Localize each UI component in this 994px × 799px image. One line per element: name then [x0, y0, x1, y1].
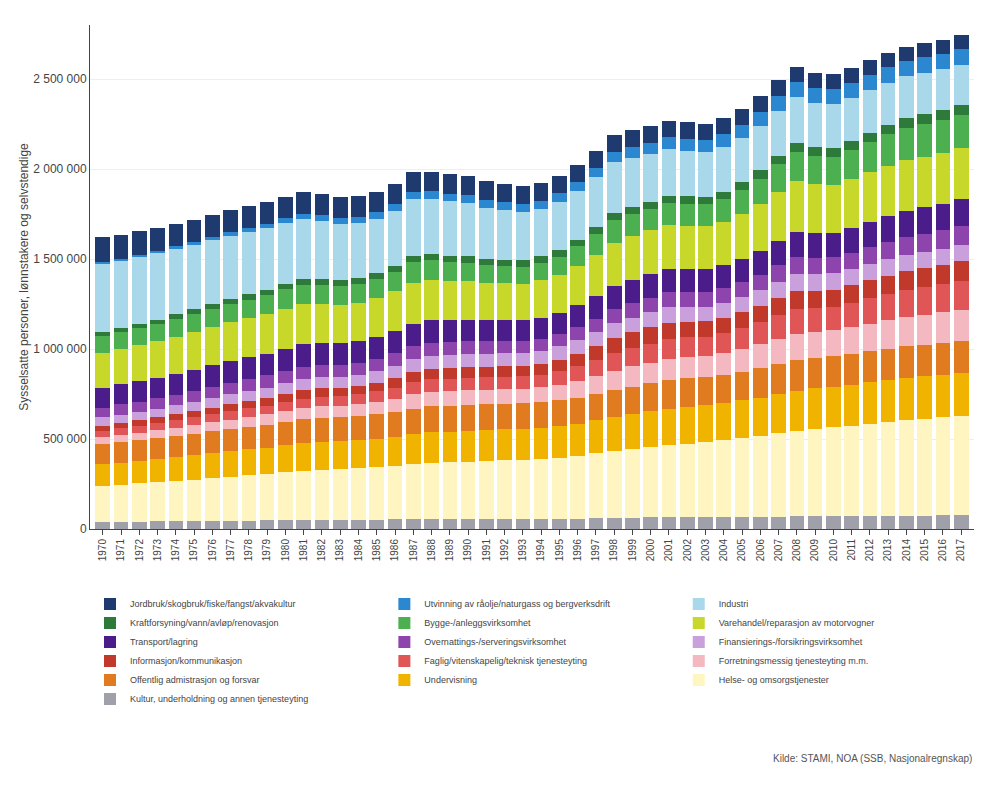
svg-text:Overnattings-/serveringsvirkso: Overnattings-/serveringsvirksomhet — [424, 637, 566, 647]
svg-text:1988: 1988 — [426, 539, 437, 562]
svg-text:1976: 1976 — [207, 539, 218, 562]
svg-text:2006: 2006 — [755, 539, 766, 562]
svg-text:1994: 1994 — [535, 539, 546, 562]
svg-text:Sysselsatte personer, lønnstak: Sysselsatte personer, lønnstakere og sel… — [17, 143, 31, 411]
svg-text:Finansierings-/forsikringsvirk: Finansierings-/forsikringsvirksomhet — [719, 637, 863, 647]
svg-text:2 000 000: 2 000 000 — [33, 162, 87, 176]
svg-text:1995: 1995 — [554, 539, 565, 562]
svg-text:Kilde: STAMI, NOA (SSB, Nasjon: Kilde: STAMI, NOA (SSB, Nasjonalregnskap… — [773, 753, 972, 764]
svg-text:1993: 1993 — [517, 539, 528, 562]
svg-text:1999: 1999 — [627, 539, 638, 562]
svg-text:1984: 1984 — [353, 539, 364, 562]
svg-text:Kultur, underholdning og annen: Kultur, underholdning og annen tjenestey… — [130, 694, 308, 704]
svg-text:2008: 2008 — [791, 539, 802, 562]
svg-text:1981: 1981 — [298, 539, 309, 562]
svg-text:1982: 1982 — [316, 539, 327, 562]
svg-text:1 000 000: 1 000 000 — [33, 342, 87, 356]
svg-text:Utvinning av råolje/naturgass: Utvinning av råolje/naturgass og bergver… — [424, 599, 610, 609]
svg-text:2005: 2005 — [736, 539, 747, 562]
svg-text:0: 0 — [80, 522, 87, 536]
svg-text:Undervisning: Undervisning — [424, 675, 477, 685]
svg-text:1973: 1973 — [152, 539, 163, 562]
svg-text:1 500 000: 1 500 000 — [33, 252, 87, 266]
svg-text:1970: 1970 — [97, 539, 108, 562]
svg-text:1983: 1983 — [334, 539, 345, 562]
svg-text:1989: 1989 — [444, 539, 455, 562]
svg-text:1985: 1985 — [371, 539, 382, 562]
svg-text:1980: 1980 — [280, 539, 291, 562]
svg-text:500 000: 500 000 — [43, 432, 87, 446]
svg-text:2015: 2015 — [919, 539, 930, 562]
svg-text:2003: 2003 — [700, 539, 711, 562]
svg-text:2010: 2010 — [828, 539, 839, 562]
svg-text:2000: 2000 — [645, 539, 656, 562]
svg-text:2014: 2014 — [901, 539, 912, 562]
svg-text:Helse- og omsorgstjenester: Helse- og omsorgstjenester — [719, 675, 829, 685]
svg-text:1996: 1996 — [572, 539, 583, 562]
svg-text:2013: 2013 — [882, 539, 893, 562]
svg-text:Industri: Industri — [719, 599, 749, 609]
svg-text:1979: 1979 — [261, 539, 272, 562]
svg-text:1986: 1986 — [389, 539, 400, 562]
svg-text:Jordbruk/skogbruk/fiske/fangst: Jordbruk/skogbruk/fiske/fangst/akvakultu… — [130, 599, 296, 609]
svg-text:2002: 2002 — [682, 539, 693, 562]
svg-text:1997: 1997 — [590, 539, 601, 562]
svg-text:2016: 2016 — [937, 539, 948, 562]
svg-text:1971: 1971 — [115, 539, 126, 562]
svg-text:1992: 1992 — [499, 539, 510, 562]
svg-text:2 500 000: 2 500 000 — [33, 72, 87, 86]
svg-text:1978: 1978 — [243, 539, 254, 562]
svg-text:2009: 2009 — [809, 539, 820, 562]
svg-text:1974: 1974 — [170, 539, 181, 562]
svg-text:1977: 1977 — [225, 539, 236, 562]
svg-text:Informasjon/kommunikasjon: Informasjon/kommunikasjon — [130, 656, 242, 666]
svg-text:2012: 2012 — [864, 539, 875, 562]
svg-text:1990: 1990 — [462, 539, 473, 562]
svg-text:1972: 1972 — [134, 539, 145, 562]
svg-text:Kraftforsyning/vann/avløp/reno: Kraftforsyning/vann/avløp/renovasjon — [130, 618, 279, 628]
svg-text:2017: 2017 — [955, 539, 966, 562]
svg-text:Offentlig admistrasjon og fors: Offentlig admistrasjon og forsvar — [130, 675, 259, 685]
svg-text:Varehandel/reparasjon av motor: Varehandel/reparasjon av motorvogner — [719, 618, 874, 628]
svg-text:1991: 1991 — [481, 539, 492, 562]
svg-text:Forretningsmessig tjenesteytin: Forretningsmessig tjenesteyting m.m. — [719, 656, 869, 666]
svg-text:1987: 1987 — [408, 539, 419, 562]
svg-text:Faglig/vitenskapelig/teknisk t: Faglig/vitenskapelig/teknisk tjenesteyti… — [424, 656, 587, 666]
svg-text:Bygge-/anleggsvirksomhet: Bygge-/anleggsvirksomhet — [424, 618, 531, 628]
svg-text:2004: 2004 — [718, 539, 729, 562]
svg-text:1998: 1998 — [608, 539, 619, 562]
svg-text:2001: 2001 — [663, 539, 674, 562]
svg-text:1975: 1975 — [188, 539, 199, 562]
svg-text:Transport/lagring: Transport/lagring — [130, 637, 198, 647]
svg-text:2011: 2011 — [846, 539, 857, 561]
svg-text:2007: 2007 — [773, 539, 784, 562]
